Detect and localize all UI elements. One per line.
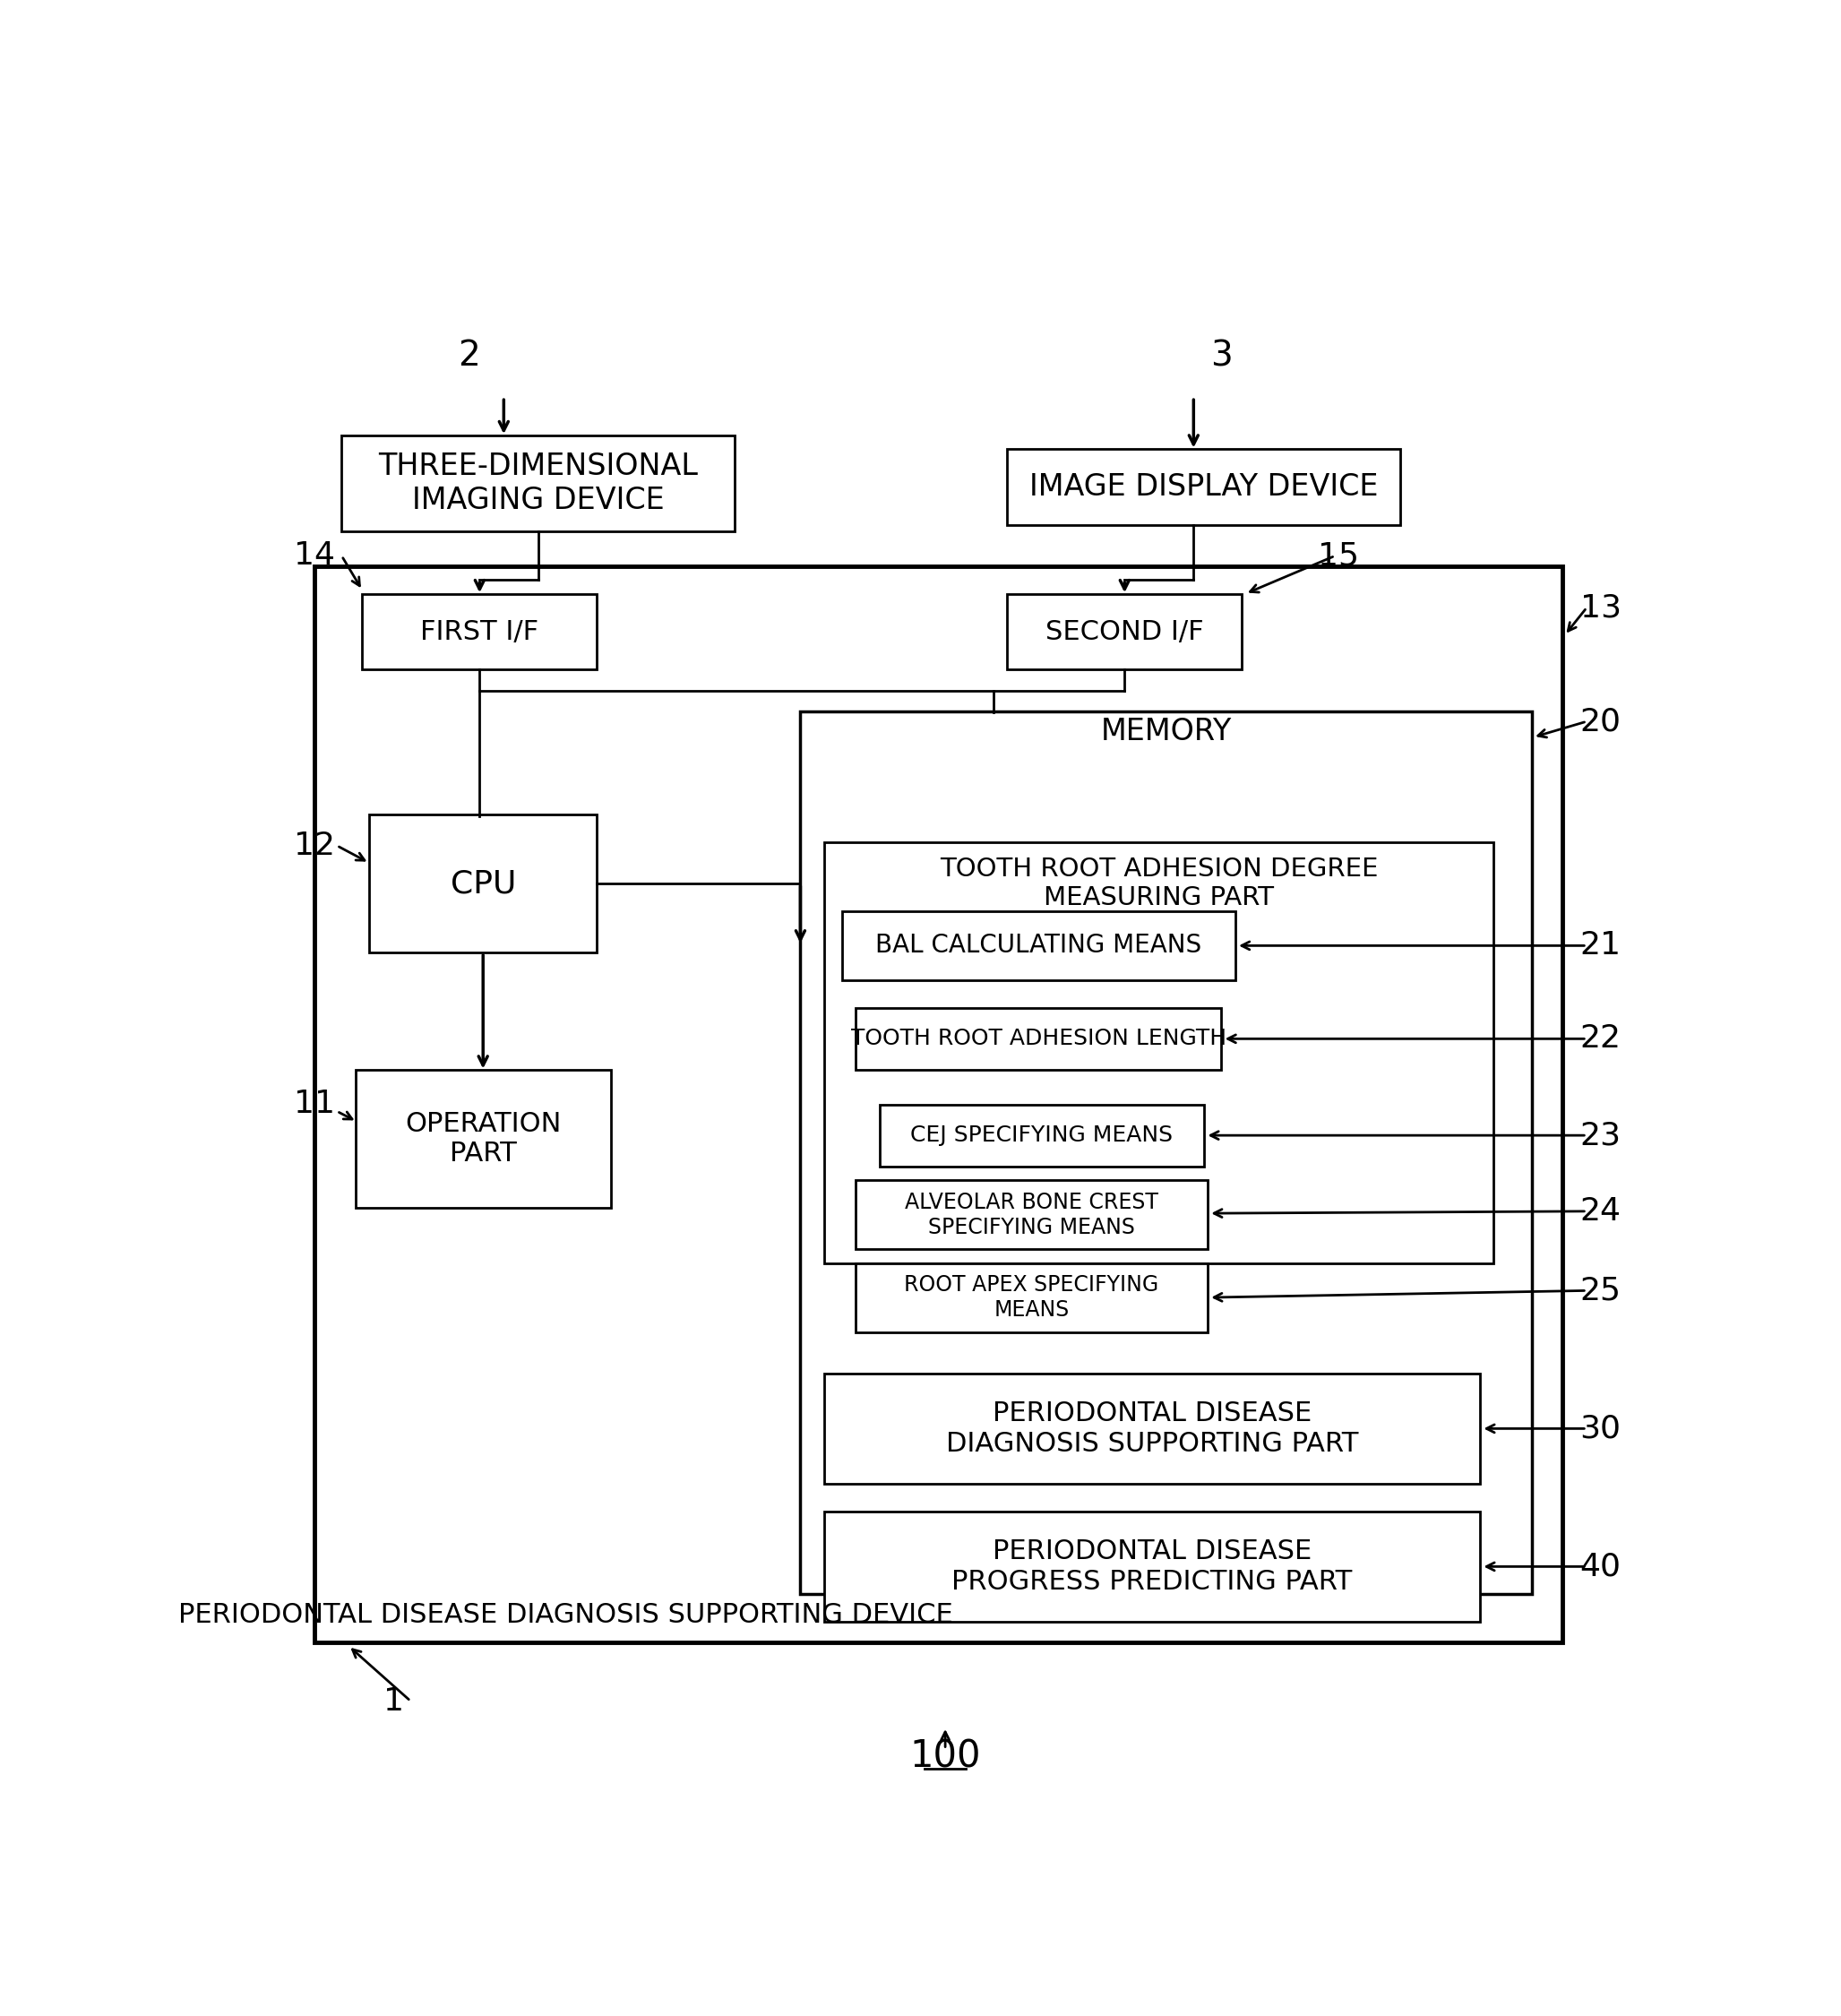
Text: 20: 20 (1580, 706, 1622, 736)
Text: 40: 40 (1580, 1552, 1622, 1583)
Text: THREE-DIMENSIONAL
IMAGING DEVICE: THREE-DIMENSIONAL IMAGING DEVICE (379, 452, 698, 516)
Bar (315, 566, 1563, 1643)
Text: 3: 3 (1210, 339, 1232, 373)
Text: ALVEOLAR BONE CREST
SPECIFYING MEANS: ALVEOLAR BONE CREST SPECIFYING MEANS (904, 1191, 1158, 1238)
Text: SECOND I/F: SECOND I/F (1046, 619, 1204, 645)
Bar (825, 843, 1493, 1262)
Text: 2: 2 (458, 339, 481, 373)
Bar (825, 1512, 1480, 1621)
Bar (1007, 595, 1243, 669)
Text: BAL CALCULATING MEANS: BAL CALCULATING MEANS (874, 933, 1202, 958)
Text: 11: 11 (293, 1089, 335, 1119)
Text: TOOTH ROOT ADHESION DEGREE
MEASURING PART: TOOTH ROOT ADHESION DEGREE MEASURING PAR… (941, 857, 1379, 911)
Text: 13: 13 (1580, 593, 1622, 623)
Text: 23: 23 (1580, 1121, 1622, 1151)
Text: TOOTH ROOT ADHESION LENGTH: TOOTH ROOT ADHESION LENGTH (851, 1028, 1226, 1050)
Text: FIRST I/F: FIRST I/F (420, 619, 539, 645)
Text: 25: 25 (1580, 1276, 1622, 1306)
Bar (856, 1008, 1221, 1070)
Text: 14: 14 (293, 540, 335, 571)
Bar (841, 911, 1235, 980)
Text: OPERATION
PART: OPERATION PART (405, 1111, 562, 1167)
Bar (880, 1105, 1204, 1167)
Bar (856, 1179, 1208, 1250)
Text: 30: 30 (1580, 1413, 1622, 1443)
Text: ROOT APEX SPECIFYING
MEANS: ROOT APEX SPECIFYING MEANS (904, 1274, 1158, 1320)
Text: PERIODONTAL DISEASE DIAGNOSIS SUPPORTING DEVICE: PERIODONTAL DISEASE DIAGNOSIS SUPPORTING… (179, 1603, 954, 1627)
Text: 24: 24 (1580, 1195, 1622, 1226)
Text: 22: 22 (1580, 1024, 1622, 1054)
Bar (342, 435, 735, 532)
Bar (856, 1262, 1208, 1333)
Text: PERIODONTAL DISEASE
DIAGNOSIS SUPPORTING PART: PERIODONTAL DISEASE DIAGNOSIS SUPPORTING… (946, 1401, 1359, 1458)
Bar (370, 814, 596, 952)
Text: CPU: CPU (451, 869, 515, 899)
Bar (825, 1373, 1480, 1484)
Text: 12: 12 (293, 831, 335, 861)
Text: IMAGE DISPLAY DEVICE: IMAGE DISPLAY DEVICE (1029, 472, 1379, 502)
Text: 1: 1 (383, 1685, 403, 1716)
Bar (363, 595, 596, 669)
Text: 100: 100 (909, 1738, 981, 1776)
Text: CEJ SPECIFYING MEANS: CEJ SPECIFYING MEANS (911, 1125, 1173, 1147)
Text: PERIODONTAL DISEASE
PROGRESS PREDICTING PART: PERIODONTAL DISEASE PROGRESS PREDICTING … (952, 1538, 1353, 1595)
Bar (801, 712, 1532, 1595)
Text: 15: 15 (1318, 540, 1359, 571)
Text: 21: 21 (1580, 931, 1622, 962)
Text: MEMORY: MEMORY (1101, 718, 1232, 746)
Bar (1007, 450, 1401, 524)
Bar (355, 1070, 611, 1208)
